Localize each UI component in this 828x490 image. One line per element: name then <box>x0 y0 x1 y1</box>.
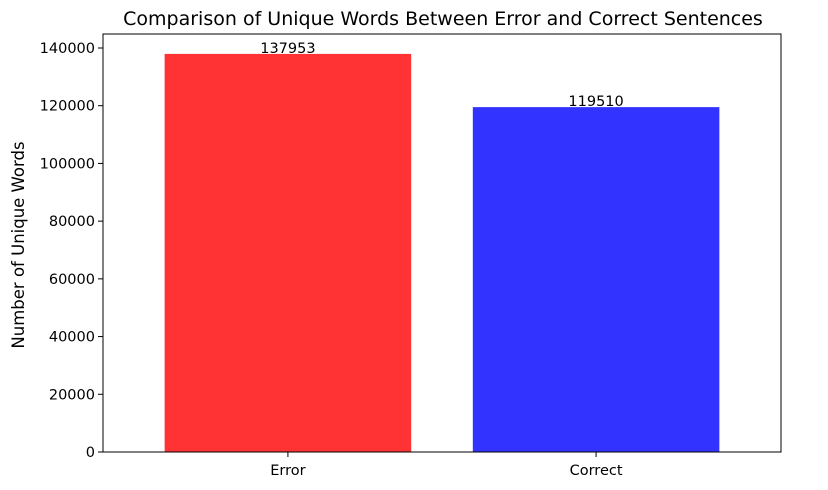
data-label-error: 137953 <box>260 41 315 57</box>
y-tick-label: 80000 <box>49 214 95 230</box>
y-axis-label: Number of Unique Words <box>9 141 28 348</box>
chart-title: Comparison of Unique Words Between Error… <box>123 8 763 30</box>
y-tick-label: 140000 <box>40 41 95 57</box>
bar-correct <box>472 107 720 452</box>
x-axis-ticks: Error Correct <box>270 452 623 479</box>
x-tick-label-error: Error <box>270 463 305 479</box>
data-label-correct: 119510 <box>568 94 623 110</box>
y-tick-label: 60000 <box>49 272 95 288</box>
plot-frame <box>102 33 782 453</box>
data-labels-layer: 137953 119510 <box>260 41 624 110</box>
y-axis-ticks: 0 20000 40000 60000 80000 100000 120000 140000 <box>40 41 103 461</box>
y-tick-label: 120000 <box>40 99 95 115</box>
bar-error <box>164 53 412 452</box>
x-tick-label-correct: Correct <box>570 463 623 479</box>
bars-layer <box>164 53 720 452</box>
y-tick-label: 100000 <box>40 156 95 172</box>
y-tick-label: 20000 <box>49 387 95 403</box>
y-tick-label: 0 <box>86 445 95 461</box>
y-tick-label: 40000 <box>49 330 95 346</box>
